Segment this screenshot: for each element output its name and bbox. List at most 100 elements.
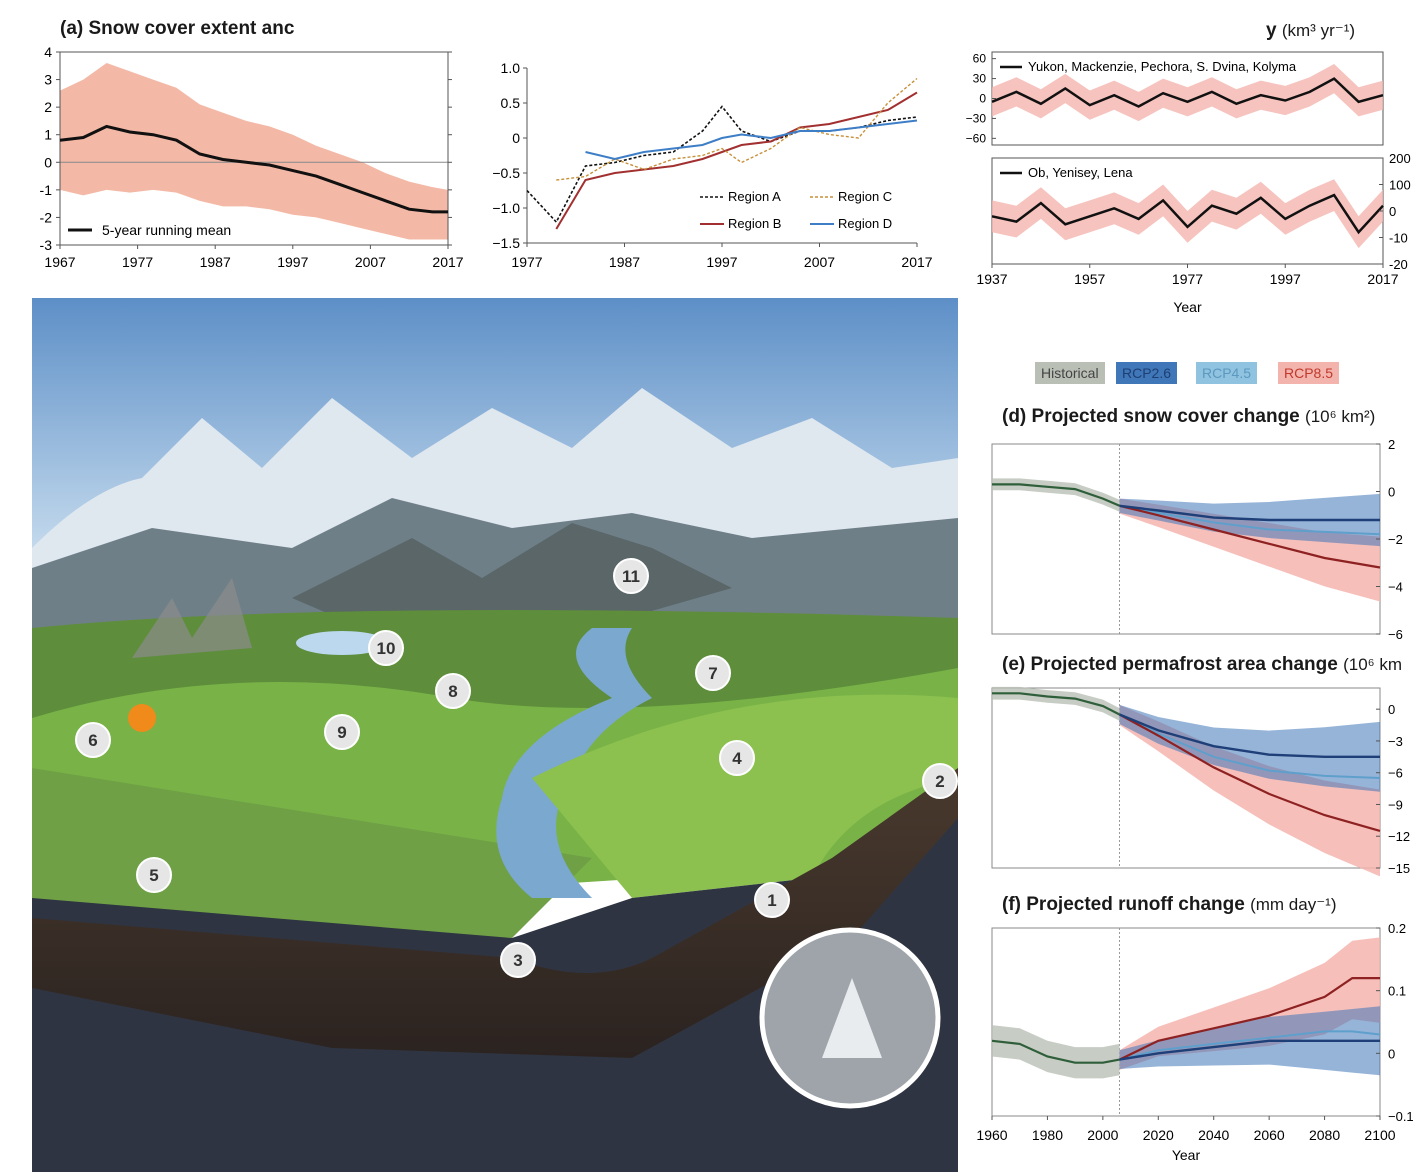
- scene-marker-6: [75, 722, 111, 758]
- rocky-ridge: [32, 498, 958, 638]
- scene-marker-9: [324, 714, 360, 750]
- legend-label: Region D: [838, 216, 892, 231]
- legend-label: 5-year running mean: [102, 222, 231, 238]
- series-line-region-d: [585, 119, 918, 161]
- x-tick-label: 1997: [1270, 271, 1301, 287]
- y-tick-label: −0.5: [492, 165, 520, 181]
- panel-e-chart: −15 −12 −9 −6 −3 0: [991, 686, 1410, 877]
- historical-band: [992, 1025, 1120, 1079]
- historical-line: [992, 483, 1120, 507]
- x-tick-label: 2017: [901, 254, 932, 270]
- y-tick-label: 1.0: [501, 60, 521, 76]
- y-tick-label: −15: [1388, 861, 1410, 876]
- x-tick-label: 1987: [609, 254, 640, 270]
- scene-marker-8: [435, 673, 471, 709]
- rcp85-line: [1119, 977, 1380, 1061]
- scene-marker-10: [368, 630, 404, 666]
- panel-f-title-text: (f) Projected runoff change: [1002, 894, 1245, 915]
- x-tick-label: 1957: [1074, 271, 1105, 287]
- y-tick-label: 3: [44, 72, 52, 88]
- panel-f-title: (f) Projected runoff change (mm day⁻¹): [1002, 894, 1337, 916]
- panel-c-chart: −60 −30 0 30 60 Yukon, Mackenzie, Pechora, S.…: [966, 51, 1411, 315]
- historical-line: [991, 1039, 1120, 1064]
- scene-marker-label: 9: [337, 723, 346, 742]
- panel-d-title-text: (d) Projected snow cover change: [1002, 406, 1300, 427]
- panel-a-chart: -3 -2 -1 0 1 2 3 4 1967 1977 1987 1997 2007 2017 5-yea…: [40, 44, 464, 270]
- y-tick-label: -1: [40, 182, 53, 198]
- scene-marker-label: 8: [448, 682, 457, 701]
- rcp26-line: [1119, 1039, 1380, 1061]
- x-tick-label: 1977: [1172, 271, 1203, 287]
- y-tick-label: 0: [1388, 485, 1395, 500]
- historical-line: [992, 692, 1121, 716]
- legend-rcp45: RCP4.5: [1196, 362, 1258, 384]
- y-tick-label: 30: [973, 72, 987, 86]
- y-tick-label: 1: [44, 127, 52, 143]
- y-tick-label: 0: [979, 92, 986, 106]
- rcp85-line: [1118, 713, 1381, 832]
- x-tick-label: 2100: [1364, 1127, 1395, 1143]
- x-tick-label: 1997: [277, 254, 308, 270]
- top-series-line: [991, 77, 1384, 108]
- y-tick-label: 0.5: [501, 95, 521, 111]
- rcp26-line: [1119, 713, 1380, 758]
- x-tick-label: 2020: [1143, 1127, 1174, 1143]
- y-tick-label: 4: [44, 44, 52, 60]
- x-axis-label: Year: [1173, 299, 1202, 315]
- polygon-field: [32, 768, 592, 938]
- grassy-bluff: [532, 694, 958, 898]
- legend-rcp26: RCP2.6: [1116, 362, 1178, 384]
- x-tick-label: 2017: [432, 254, 463, 270]
- panel-e-title: (e) Projected permafrost area change (10…: [1002, 654, 1402, 676]
- x-tick-label: 2000: [1087, 1127, 1118, 1143]
- y-tick-label: 60: [973, 52, 987, 66]
- lake: [296, 631, 388, 655]
- x-tick-label: 1937: [976, 271, 1007, 287]
- y-tick-label: 0.1: [1388, 984, 1406, 999]
- panel-d-unit: (10⁶ km²): [1305, 407, 1376, 426]
- series-line-region-a: [526, 105, 918, 224]
- y-tick-label: −1.5: [492, 235, 520, 251]
- bottom-legend-label: Ob, Yenisey, Lena: [1028, 165, 1133, 180]
- series-line-region-b: [555, 91, 918, 230]
- scene-marker-label: 1: [767, 891, 776, 910]
- x-tick-label: 1977: [122, 254, 153, 270]
- y-tick-label: -3: [40, 237, 53, 253]
- y-tick-label: −4: [1388, 580, 1403, 595]
- top-band: [992, 64, 1383, 122]
- scene-marker-2: [922, 763, 958, 799]
- y-tick-label: -2: [40, 209, 53, 225]
- legend-label: Region B: [728, 216, 781, 231]
- scene-marker-label: 7: [708, 664, 717, 683]
- uncertainty-band: [60, 63, 448, 240]
- scene-marker-label: 6: [88, 731, 97, 750]
- rcp85-line: [1119, 504, 1381, 569]
- scene-marker-11: [613, 558, 649, 594]
- y-tick-label: 2: [1388, 437, 1395, 452]
- plot-frame: [59, 51, 449, 246]
- panel-d-chart: −6 −4 −2 0 2: [991, 437, 1403, 640]
- rcp26-band: [1119, 704, 1380, 792]
- historical-band: [992, 686, 1120, 721]
- series-line: [59, 124, 448, 214]
- x-tick-label: 2040: [1198, 1127, 1229, 1143]
- permafrost-landscape-illustration: 1 2 3 4 5 6 7 8 9 10 11: [32, 298, 958, 1172]
- permafrost-soil-section: [32, 768, 958, 1058]
- x-tick-label: 1987: [200, 254, 231, 270]
- x-tick-label: 2060: [1254, 1127, 1285, 1143]
- y-tick-label: 0: [1389, 204, 1396, 219]
- scene-marker-1: [754, 882, 790, 918]
- panel-b-chart: −1.5 −1.0 −0.5 0 0.5 1.0 1977 1987 1997 2007 2017 R…: [492, 60, 932, 270]
- legend-historical: Historical: [1035, 362, 1105, 384]
- y-tick-label: −1.0: [492, 200, 520, 216]
- panel-c-unit: (km³ yr⁻¹): [1281, 21, 1356, 40]
- y-tick-label: 0: [44, 154, 52, 170]
- x-tick-label: 1960: [976, 1127, 1007, 1143]
- rcp26-line: [1119, 504, 1380, 522]
- panel-e-unit: (10⁶ km: [1343, 655, 1403, 674]
- scene-marker-label: 3: [513, 951, 522, 970]
- y-tick-label: 2: [44, 99, 52, 115]
- x-tick-label: 2080: [1309, 1127, 1340, 1143]
- y-tick-label: -10: [1389, 231, 1408, 246]
- y-tick-label: −3: [1388, 734, 1403, 749]
